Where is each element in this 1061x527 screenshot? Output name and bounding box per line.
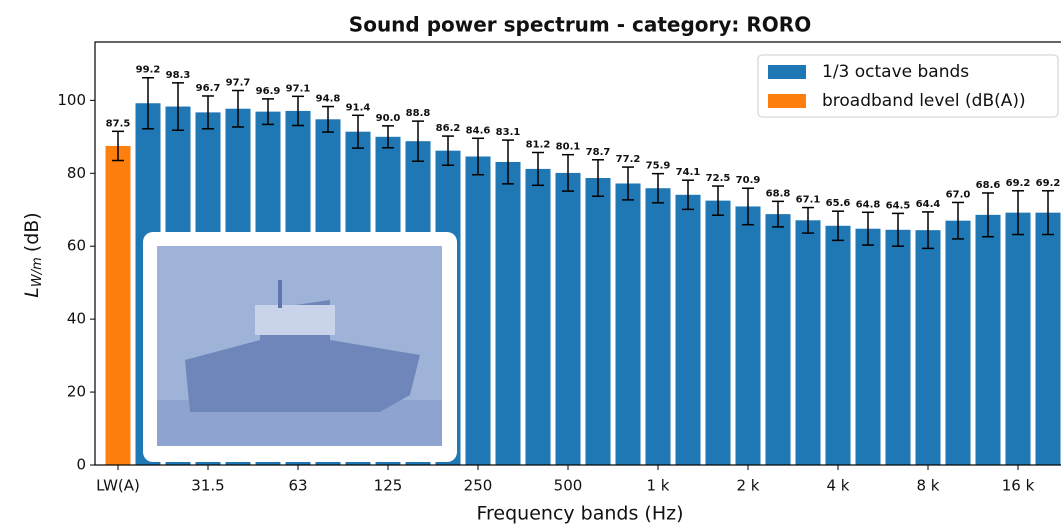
y-label-symbol: L <box>21 287 43 298</box>
bar <box>1006 213 1031 465</box>
value-label: 67.0 <box>946 189 971 200</box>
bar <box>466 157 491 465</box>
x-tick-label: 16 k <box>1002 477 1035 495</box>
chart-title: Sound power spectrum - category: RORO <box>349 13 811 37</box>
bar <box>676 195 701 465</box>
y-label-unit: (dB) <box>21 212 43 252</box>
y-tick-label: 80 <box>67 164 86 182</box>
x-tick-label: 125 <box>374 477 403 495</box>
value-label: 75.9 <box>646 161 671 172</box>
value-label: 72.5 <box>706 173 731 184</box>
value-label: 91.4 <box>346 102 371 113</box>
value-label: 84.6 <box>466 125 491 136</box>
bar <box>706 201 731 465</box>
value-label: 97.7 <box>226 77 251 88</box>
bar <box>1036 213 1061 465</box>
photo-ship-bridge <box>255 305 335 335</box>
value-label: 69.2 <box>1006 178 1031 189</box>
bar <box>526 169 551 465</box>
value-label: 86.2 <box>436 123 461 134</box>
y-tick-label: 100 <box>57 91 86 109</box>
value-label: 94.8 <box>316 94 341 105</box>
bar <box>916 230 941 465</box>
x-tick-label: 8 k <box>917 477 940 495</box>
x-axis-label: Frequency bands (Hz) <box>476 503 683 525</box>
y-tick-label: 0 <box>76 456 86 474</box>
value-label: 81.2 <box>526 139 551 150</box>
bar <box>556 173 581 465</box>
x-tick-label: 2 k <box>737 477 760 495</box>
bar <box>886 230 911 465</box>
bar <box>496 162 521 465</box>
value-label: 99.2 <box>136 65 161 76</box>
value-label: 97.1 <box>286 83 311 94</box>
photo-ship-mast <box>278 280 282 308</box>
value-label: 96.9 <box>256 86 281 97</box>
value-label: 83.1 <box>496 127 521 138</box>
value-label: 65.6 <box>826 198 851 209</box>
value-label: 78.7 <box>586 147 611 158</box>
x-tick-label: 1 k <box>647 477 670 495</box>
value-label: 64.5 <box>886 200 911 211</box>
x-tick-label: 31.5 <box>191 477 224 495</box>
value-label: 96.7 <box>196 83 221 94</box>
x-tick-label: LW(A) <box>96 477 140 495</box>
value-label: 98.3 <box>166 70 191 81</box>
bar <box>616 183 641 465</box>
value-label: 74.1 <box>676 167 701 178</box>
x-tick-label: 63 <box>288 477 307 495</box>
value-label: 68.6 <box>976 180 1001 191</box>
x-tick-label: 500 <box>554 477 583 495</box>
value-label: 87.5 <box>106 118 131 129</box>
legend-label: 1/3 octave bands <box>822 62 969 82</box>
bar <box>796 220 821 465</box>
photo-inset <box>143 232 457 462</box>
legend-swatch <box>768 65 806 79</box>
legend: 1/3 octave bands broadband level (dB(A)) <box>758 55 1058 117</box>
bar <box>766 214 791 465</box>
x-tick-label: 250 <box>464 477 493 495</box>
bar <box>106 146 131 465</box>
y-tick-label: 20 <box>67 383 86 401</box>
value-label: 80.1 <box>556 142 581 153</box>
y-tick-label: 60 <box>67 237 86 255</box>
bar <box>736 206 761 465</box>
bar <box>826 226 851 465</box>
y-tick-label: 40 <box>67 310 86 328</box>
value-label: 67.1 <box>796 195 821 206</box>
bar <box>586 178 611 465</box>
value-label: 88.8 <box>406 108 431 119</box>
bar <box>646 188 671 465</box>
bar <box>976 215 1001 465</box>
bar <box>946 221 971 465</box>
value-label: 77.2 <box>616 154 641 165</box>
chart: Sound power spectrum - category: RORO Fr… <box>0 0 1061 527</box>
legend-label: broadband level (dB(A)) <box>822 91 1026 111</box>
value-label: 90.0 <box>376 113 401 124</box>
y-label-subscript: W/m <box>30 257 45 287</box>
value-label: 69.2 <box>1036 178 1061 189</box>
y-axis-label: LW/m (dB) <box>21 212 45 297</box>
value-label: 68.8 <box>766 188 791 199</box>
legend-swatch <box>768 94 806 108</box>
x-tick-label: 4 k <box>827 477 850 495</box>
value-label: 64.4 <box>916 199 941 210</box>
bar <box>856 229 881 465</box>
value-label: 64.8 <box>856 199 881 210</box>
value-label: 70.9 <box>736 175 761 186</box>
